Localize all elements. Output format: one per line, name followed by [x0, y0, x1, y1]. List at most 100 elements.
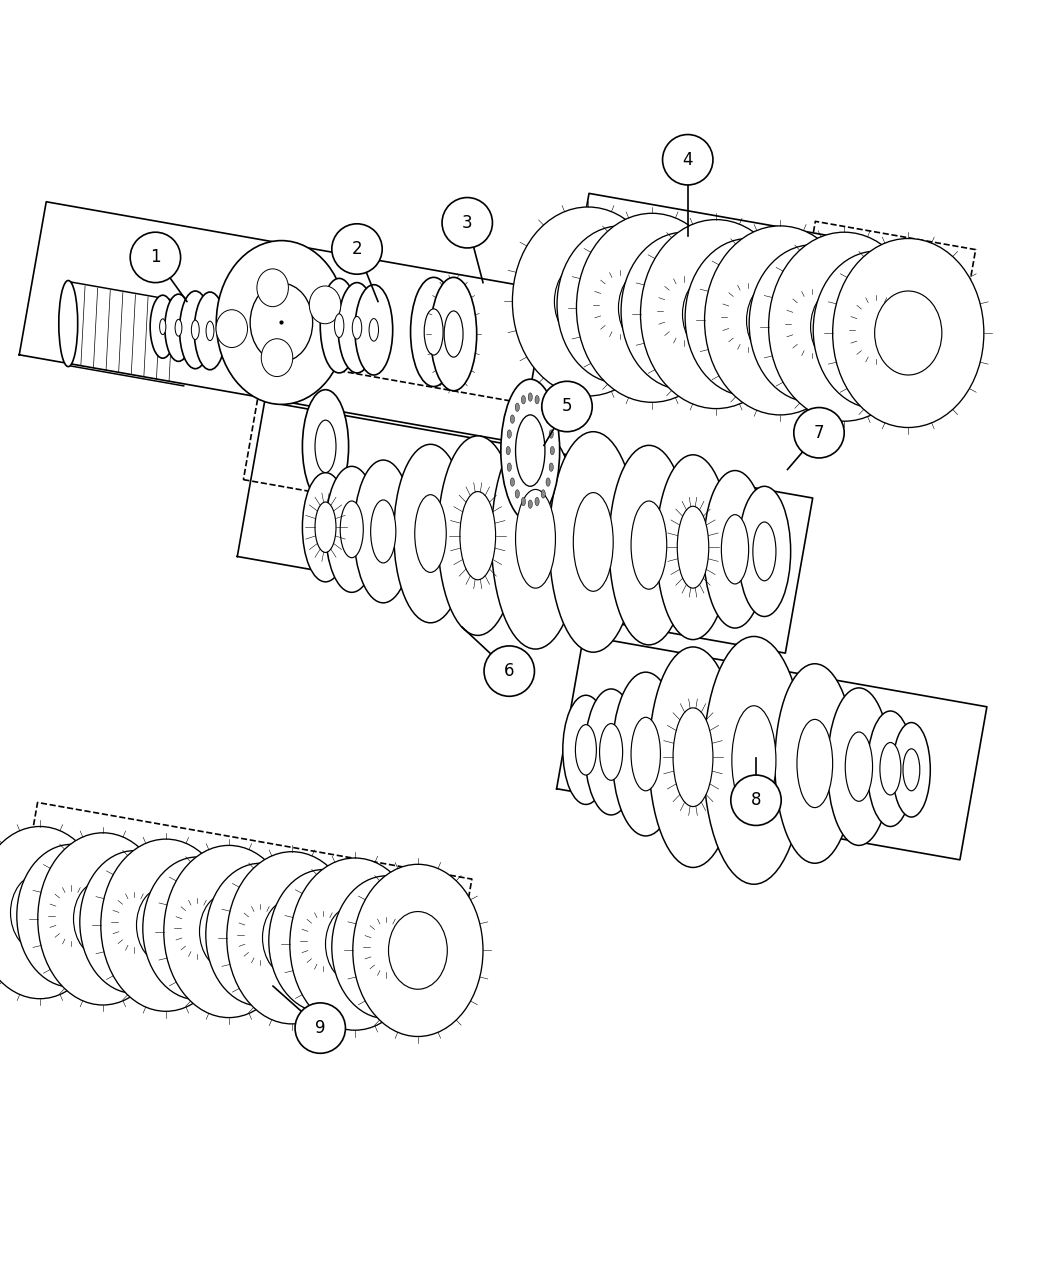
- Ellipse shape: [576, 213, 728, 403]
- Ellipse shape: [510, 414, 514, 423]
- Ellipse shape: [516, 414, 545, 486]
- Ellipse shape: [310, 286, 341, 324]
- Ellipse shape: [785, 289, 839, 358]
- Ellipse shape: [326, 905, 384, 983]
- Ellipse shape: [721, 515, 749, 584]
- Ellipse shape: [867, 711, 914, 826]
- Ellipse shape: [827, 688, 890, 845]
- Ellipse shape: [415, 495, 446, 572]
- Ellipse shape: [880, 742, 901, 796]
- Ellipse shape: [355, 284, 393, 375]
- Ellipse shape: [206, 863, 315, 1006]
- Ellipse shape: [704, 636, 804, 885]
- Ellipse shape: [550, 446, 554, 455]
- Ellipse shape: [554, 260, 622, 343]
- Ellipse shape: [556, 226, 682, 384]
- Ellipse shape: [541, 490, 545, 499]
- Ellipse shape: [549, 432, 637, 653]
- Ellipse shape: [302, 473, 349, 581]
- Text: 7: 7: [814, 423, 824, 441]
- Ellipse shape: [10, 873, 69, 951]
- Ellipse shape: [845, 732, 873, 801]
- Text: 4: 4: [682, 150, 693, 168]
- Ellipse shape: [592, 270, 647, 339]
- Ellipse shape: [352, 316, 361, 339]
- Ellipse shape: [74, 880, 132, 958]
- Text: 5: 5: [562, 398, 572, 416]
- Ellipse shape: [369, 319, 378, 342]
- Ellipse shape: [101, 839, 231, 1011]
- Ellipse shape: [353, 864, 483, 1037]
- Text: 3: 3: [462, 214, 472, 232]
- Ellipse shape: [302, 390, 349, 504]
- Ellipse shape: [191, 320, 200, 339]
- Ellipse shape: [491, 428, 580, 649]
- Ellipse shape: [424, 309, 443, 354]
- Ellipse shape: [48, 885, 94, 946]
- Ellipse shape: [631, 718, 660, 790]
- Text: 6: 6: [504, 662, 514, 680]
- Ellipse shape: [534, 497, 539, 506]
- Circle shape: [731, 775, 781, 825]
- Ellipse shape: [704, 470, 766, 629]
- Ellipse shape: [507, 463, 511, 472]
- Ellipse shape: [541, 403, 545, 412]
- Ellipse shape: [573, 492, 613, 592]
- Ellipse shape: [522, 497, 526, 506]
- Ellipse shape: [673, 708, 713, 807]
- Ellipse shape: [160, 319, 166, 334]
- Ellipse shape: [609, 445, 689, 645]
- Ellipse shape: [575, 724, 596, 775]
- Ellipse shape: [903, 748, 920, 790]
- Text: 1: 1: [150, 249, 161, 266]
- Ellipse shape: [0, 826, 105, 998]
- Ellipse shape: [394, 444, 467, 622]
- Ellipse shape: [315, 421, 336, 473]
- Ellipse shape: [510, 478, 514, 486]
- Ellipse shape: [290, 858, 420, 1030]
- Ellipse shape: [528, 393, 532, 402]
- Text: 9: 9: [315, 1019, 326, 1037]
- Ellipse shape: [892, 723, 930, 817]
- Ellipse shape: [600, 724, 623, 780]
- Ellipse shape: [656, 455, 730, 640]
- Ellipse shape: [354, 460, 413, 603]
- Ellipse shape: [649, 646, 737, 867]
- Ellipse shape: [164, 845, 294, 1017]
- Text: 2: 2: [352, 240, 362, 258]
- Ellipse shape: [216, 310, 248, 348]
- Ellipse shape: [753, 521, 776, 581]
- Ellipse shape: [332, 876, 441, 1019]
- Circle shape: [295, 1003, 345, 1053]
- Circle shape: [794, 408, 844, 458]
- Text: 8: 8: [751, 792, 761, 810]
- Circle shape: [484, 646, 534, 696]
- Ellipse shape: [216, 241, 346, 404]
- Ellipse shape: [269, 870, 378, 1012]
- Circle shape: [542, 381, 592, 432]
- Circle shape: [442, 198, 492, 247]
- Ellipse shape: [833, 238, 984, 427]
- Ellipse shape: [136, 886, 195, 964]
- Ellipse shape: [206, 321, 214, 340]
- Ellipse shape: [563, 695, 609, 805]
- Ellipse shape: [143, 857, 252, 1000]
- Ellipse shape: [720, 283, 775, 352]
- Ellipse shape: [430, 278, 477, 390]
- Ellipse shape: [237, 904, 284, 965]
- Ellipse shape: [769, 232, 920, 421]
- Ellipse shape: [80, 850, 189, 993]
- Ellipse shape: [257, 269, 289, 307]
- Ellipse shape: [438, 436, 518, 635]
- Ellipse shape: [621, 232, 747, 390]
- Ellipse shape: [747, 278, 814, 362]
- Ellipse shape: [150, 296, 175, 358]
- Ellipse shape: [363, 917, 410, 978]
- Ellipse shape: [522, 395, 526, 404]
- Ellipse shape: [388, 912, 447, 989]
- Ellipse shape: [738, 486, 791, 617]
- Ellipse shape: [811, 284, 878, 368]
- Ellipse shape: [300, 910, 346, 972]
- Ellipse shape: [549, 430, 553, 439]
- Ellipse shape: [17, 844, 126, 987]
